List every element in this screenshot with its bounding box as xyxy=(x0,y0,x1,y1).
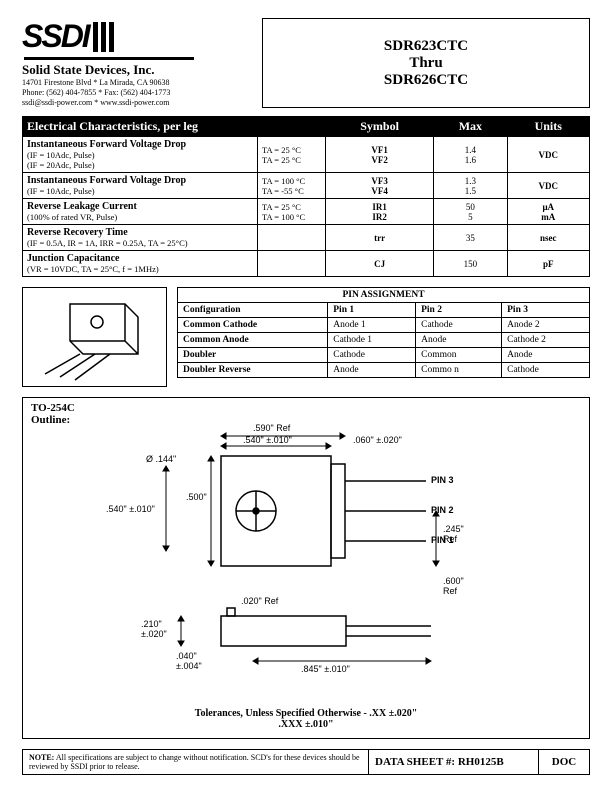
dim-p245: .245" Ref xyxy=(443,524,464,544)
dim-w540: .540" ±.010" xyxy=(243,435,292,445)
pin-cell: Doubler Reverse xyxy=(178,363,328,378)
package-sketch xyxy=(22,287,167,387)
pin-cell: Cathode xyxy=(502,363,590,378)
max-cell: 1.31.5 xyxy=(434,173,507,199)
tolerance-line-2: .XXX ±.010" xyxy=(31,719,581,730)
pin-cell: Common xyxy=(416,348,502,363)
unit-cell: μAmA xyxy=(507,199,589,225)
col-max: Max xyxy=(434,117,507,137)
param-cell: Reverse Leakage Current(100% of rated VR… xyxy=(23,199,258,225)
pin-cell: Commo n xyxy=(416,363,502,378)
pin-cell: Anode xyxy=(416,333,502,348)
note-text: All specifications are subject to change… xyxy=(29,753,360,771)
datasheet-number: DATA SHEET #: RH0125B xyxy=(369,750,539,774)
col-units: Units xyxy=(507,117,589,137)
dim-h540: .540" ±.010" xyxy=(106,504,155,514)
param-cell: Instantaneous Forward Voltage Drop(IF = … xyxy=(23,137,258,173)
address-line-1: 14701 Firestone Blvd * La Mirada, CA 906… xyxy=(22,78,252,88)
condition-cell: TA = 25 °CTA = 25 °C xyxy=(258,137,326,173)
pin-cell: Doubler xyxy=(178,348,328,363)
dim-t040: .040" ±.004" xyxy=(176,651,202,671)
logo-text: SSDI xyxy=(22,18,89,55)
condition-cell xyxy=(258,225,326,251)
max-cell: 35 xyxy=(434,225,507,251)
address-line-2: Phone: (562) 404-7855 * Fax: (562) 404-1… xyxy=(22,88,252,98)
note-label: NOTE: xyxy=(29,753,54,762)
dim-t060: .060" ±.020" xyxy=(353,435,402,445)
pin-col-header: Pin 2 xyxy=(416,303,502,318)
part-title-box: SDR623CTC Thru SDR626CTC xyxy=(262,18,590,108)
dim-h210: .210" ±.020" xyxy=(141,619,167,639)
outline-box: TO-254C Outline: xyxy=(22,397,590,739)
logo: SSDI xyxy=(22,18,252,55)
pin-cell: Anode xyxy=(502,348,590,363)
param-cell: Reverse Recovery Time(IF = 0.5A, IR = 1A… xyxy=(23,225,258,251)
symbol-cell: trr xyxy=(326,225,434,251)
unit-cell: VDC xyxy=(507,173,589,199)
outline-label: Outline: xyxy=(31,414,70,426)
company-block: SSDI Solid State Devices, Inc. 14701 Fir… xyxy=(22,18,252,108)
pin-cell: Cathode 2 xyxy=(502,333,590,348)
tolerance-line-1: Tolerances, Unless Specified Otherwise -… xyxy=(31,708,581,719)
pin-cell: Cathode 1 xyxy=(328,333,416,348)
pin-col-header: Pin 1 xyxy=(328,303,416,318)
divider xyxy=(24,57,194,60)
max-cell: 1.41.6 xyxy=(434,137,507,173)
param-cell: Junction Capacitance(VR = 10VDC, TA = 25… xyxy=(23,251,258,277)
outline-drawing: Ø .144" .590" Ref .540" ±.010" .060" ±.0… xyxy=(31,426,581,706)
max-cell: 505 xyxy=(434,199,507,225)
col-parameter: Electrical Characteristics, per leg xyxy=(23,117,326,137)
unit-cell: nsec xyxy=(507,225,589,251)
unit-cell: VDC xyxy=(507,137,589,173)
label-pin2: PIN 2 xyxy=(431,505,454,515)
electrical-characteristics-table: Electrical Characteristics, per leg Symb… xyxy=(22,116,590,277)
symbol-cell: CJ xyxy=(326,251,434,277)
dim-h500: .500" xyxy=(186,492,207,502)
address-line-3: ssdi@ssdi-power.com * www.ssdi-power.com xyxy=(22,98,252,108)
symbol-cell: VF3VF4 xyxy=(326,173,434,199)
dim-l845: .845" ±.010" xyxy=(301,664,350,674)
logo-bars-icon xyxy=(93,22,114,52)
param-cell: Instantaneous Forward Voltage Drop(IF = … xyxy=(23,173,258,199)
condition-cell: TA = 25 °CTA = 100 °C xyxy=(258,199,326,225)
pin-col-header: Pin 3 xyxy=(502,303,590,318)
unit-cell: pF xyxy=(507,251,589,277)
symbol-cell: VF1VF2 xyxy=(326,137,434,173)
pin-table-title: PIN ASSIGNMENT xyxy=(178,288,590,303)
part-title-top: SDR623CTC xyxy=(384,38,468,55)
label-pin3: PIN 3 xyxy=(431,475,454,485)
condition-cell: TA = 100 °CTA = -55 °C xyxy=(258,173,326,199)
pin-cell: Cathode xyxy=(416,318,502,333)
condition-cell xyxy=(258,251,326,277)
footer-note: NOTE: All specifications are subject to … xyxy=(23,750,369,774)
part-title-bot: SDR626CTC xyxy=(384,72,468,89)
company-name: Solid State Devices, Inc. xyxy=(22,62,252,78)
symbol-cell: IR1IR2 xyxy=(326,199,434,225)
pin-col-header: Configuration xyxy=(178,303,328,318)
dim-ref590: .590" Ref xyxy=(253,423,290,433)
pin-cell: Common Anode xyxy=(178,333,328,348)
part-title-mid: Thru xyxy=(409,55,442,72)
dim-ref600: .600" Ref xyxy=(443,576,464,596)
pin-cell: Anode 1 xyxy=(328,318,416,333)
pin-cell: Cathode xyxy=(328,348,416,363)
dim-ref020: .020" Ref xyxy=(241,596,278,606)
pin-cell: Anode 2 xyxy=(502,318,590,333)
pin-cell: Common Cathode xyxy=(178,318,328,333)
col-symbol: Symbol xyxy=(326,117,434,137)
doc-label: DOC xyxy=(539,750,589,774)
pin-assignment-table: PIN ASSIGNMENT ConfigurationPin 1Pin 2Pi… xyxy=(177,287,590,378)
package-code: TO-254C xyxy=(31,402,75,414)
footer: NOTE: All specifications are subject to … xyxy=(22,749,590,775)
dim-d144: Ø .144" xyxy=(146,454,176,464)
pin-cell: Anode xyxy=(328,363,416,378)
header: SSDI Solid State Devices, Inc. 14701 Fir… xyxy=(22,18,590,108)
max-cell: 150 xyxy=(434,251,507,277)
